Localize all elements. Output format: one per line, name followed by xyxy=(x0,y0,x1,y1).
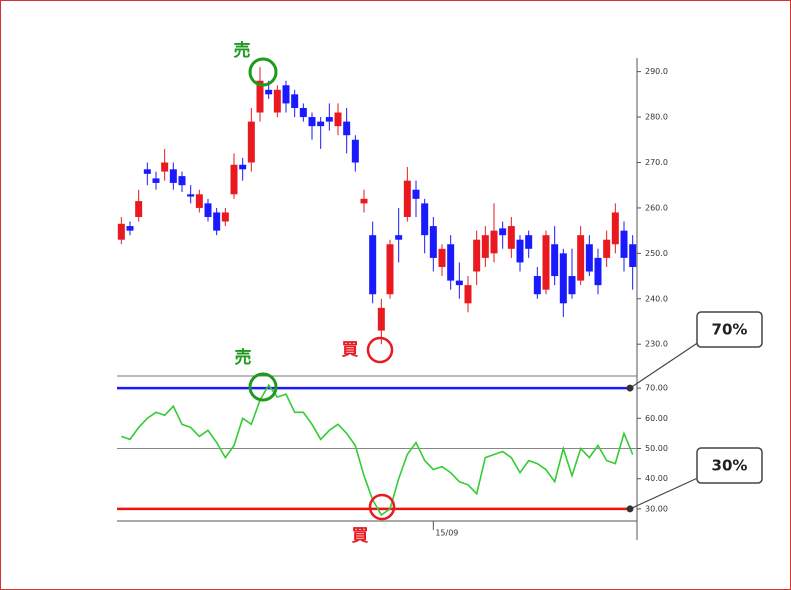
candle-body xyxy=(334,112,342,127)
sell-label: 売 xyxy=(234,40,251,61)
candle-body xyxy=(594,257,602,286)
candle-body xyxy=(178,176,186,186)
candle-body xyxy=(360,198,368,204)
candle-body xyxy=(377,307,385,331)
candle-body xyxy=(273,89,281,113)
candle-body xyxy=(265,89,273,95)
callout-label: 70% xyxy=(712,321,748,339)
candle-body xyxy=(473,239,481,272)
candle-body xyxy=(169,169,177,183)
buy-circle xyxy=(366,336,394,364)
candle-body xyxy=(559,253,567,304)
candle-body xyxy=(221,212,229,222)
candle-body xyxy=(187,194,195,197)
candle-body xyxy=(343,121,351,136)
callout-dot xyxy=(626,505,634,513)
candle-body xyxy=(429,226,437,258)
candle-body xyxy=(525,235,533,249)
candle-body xyxy=(143,169,151,174)
sell-circle xyxy=(248,57,278,87)
candle-body xyxy=(204,203,212,217)
candle-body xyxy=(247,121,255,163)
candle-body xyxy=(386,244,394,295)
candle-body xyxy=(603,239,611,258)
sell-label: 売 xyxy=(235,347,252,368)
candle-body xyxy=(195,194,203,208)
y-tick-label: 280.0 xyxy=(645,113,668,122)
candle-body xyxy=(447,244,455,281)
candle-body xyxy=(135,201,143,217)
y-tick-label: 60.00 xyxy=(645,414,668,423)
candle-body xyxy=(282,85,290,104)
candle-body xyxy=(516,239,524,263)
candle-body xyxy=(395,235,403,240)
candle-body xyxy=(291,94,299,108)
candle-body xyxy=(325,117,333,122)
candle-body xyxy=(161,162,169,172)
candle-body xyxy=(403,180,411,217)
y-tick-label: 270.0 xyxy=(645,158,668,167)
candle-body xyxy=(629,244,637,267)
callout-leader xyxy=(629,475,703,510)
sell-circle xyxy=(248,372,278,402)
y-tick-label: 230.0 xyxy=(645,340,668,349)
y-tick-label: 290.0 xyxy=(645,67,668,76)
candle-body xyxy=(438,248,446,267)
candle-body xyxy=(117,223,125,240)
buy-label: 買 xyxy=(342,340,359,360)
y-tick-label: 40.00 xyxy=(645,474,668,483)
candle-body xyxy=(421,203,429,236)
candle-body xyxy=(239,164,247,170)
candle-body xyxy=(542,235,550,290)
y-tick-label: 30.00 xyxy=(645,504,668,513)
candle-body xyxy=(126,226,134,231)
candle-body xyxy=(230,164,238,195)
y-tick-label: 50.00 xyxy=(645,444,668,453)
callout-leader xyxy=(629,339,703,389)
callout-label: 30% xyxy=(712,457,748,475)
y-tick-label: 240.0 xyxy=(645,294,668,303)
candle-body xyxy=(568,276,576,295)
candle-body xyxy=(464,285,472,304)
candle-body xyxy=(299,107,307,118)
candle-body xyxy=(533,276,541,295)
candle-body xyxy=(308,117,316,127)
candle-body xyxy=(507,226,515,249)
callout-dot xyxy=(626,384,634,392)
candle-body xyxy=(585,244,593,272)
candle-body xyxy=(351,139,359,163)
y-tick-label: 250.0 xyxy=(645,249,668,258)
buy-circle xyxy=(368,493,396,521)
y-tick-label: 70.00 xyxy=(645,384,668,393)
candle-body xyxy=(499,228,507,236)
candle-body xyxy=(620,230,628,258)
rsi-line xyxy=(121,383,634,517)
buy-label: 買 xyxy=(352,526,369,546)
candle-body xyxy=(611,212,619,245)
callout-box xyxy=(696,447,763,484)
candle-body xyxy=(369,235,377,295)
candle-body xyxy=(412,189,420,199)
candle-body xyxy=(256,80,264,113)
x-tick-label: 15/09 xyxy=(435,529,458,538)
candle-body xyxy=(490,230,498,254)
candle-body xyxy=(317,121,325,127)
candle-body xyxy=(152,178,160,183)
callout-box xyxy=(696,311,763,348)
candle-body xyxy=(577,235,585,281)
y-tick-label: 260.0 xyxy=(645,203,668,212)
candle-body xyxy=(551,244,559,277)
candle-body xyxy=(213,212,221,231)
candle-body xyxy=(481,235,489,258)
candle-body xyxy=(455,280,463,286)
